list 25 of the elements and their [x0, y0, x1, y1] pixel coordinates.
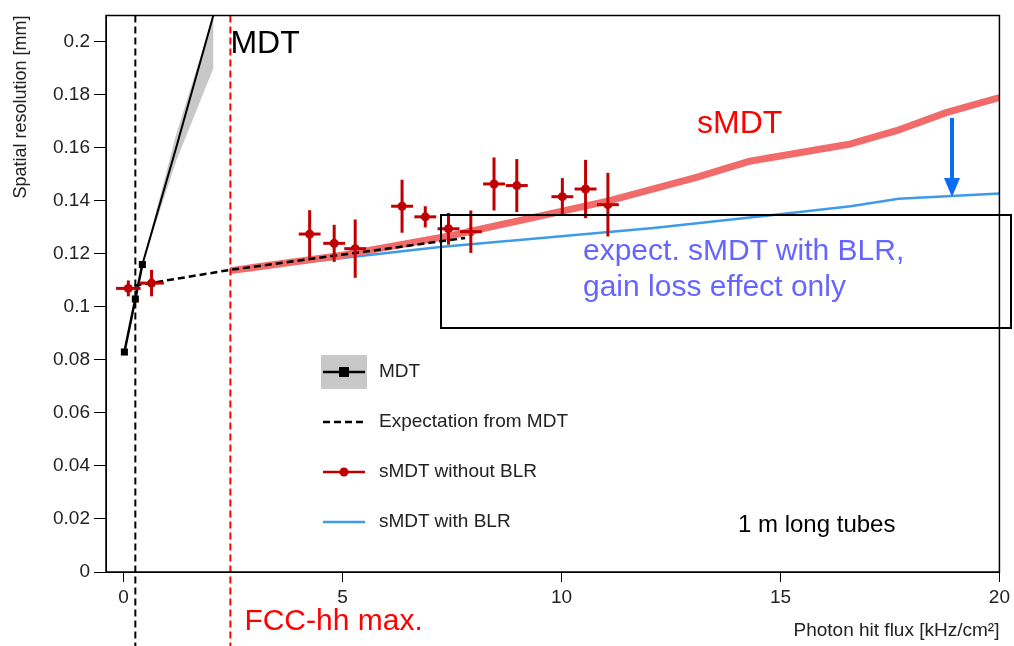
y-tick-label: 0.16 [53, 136, 90, 158]
y-tick-label: 0.02 [53, 507, 90, 529]
y-tick-label: 0.1 [63, 295, 90, 317]
annotation: sMDT [697, 103, 783, 142]
legend-label: sMDT without BLR [379, 460, 538, 482]
annotation: MDT [230, 22, 300, 62]
x-tick-label: 0 [118, 585, 129, 607]
y-tick-label: 0.06 [53, 401, 90, 423]
y-axis-title: Spatial resolution [mm] [9, 15, 30, 199]
y-tick-label: 0.08 [53, 348, 90, 370]
y-tick-label: 0.2 [63, 30, 90, 52]
legend-label: Expectation from MDT [379, 410, 569, 432]
legend-label: MDT [379, 360, 421, 382]
x-tick-label: 10 [550, 585, 573, 607]
y-tick-label: 0 [79, 560, 90, 582]
legend-label: sMDT with BLR [379, 510, 511, 532]
annotation: expect. sMDT with BLR, gain loss effect only [583, 232, 905, 304]
y-tick-label: 0.14 [53, 189, 91, 211]
x-tick-label: 15 [769, 585, 792, 607]
y-tick-label: 0.12 [53, 242, 90, 264]
y-tick-label: 0.18 [53, 83, 90, 105]
y-tick-label: 0.04 [53, 454, 91, 476]
annotation: 1 m long tubes [738, 510, 896, 539]
x-tick-label: 20 [988, 585, 1010, 607]
x-axis-title: Photon hit flux [kHz/cm²] [793, 618, 1000, 640]
